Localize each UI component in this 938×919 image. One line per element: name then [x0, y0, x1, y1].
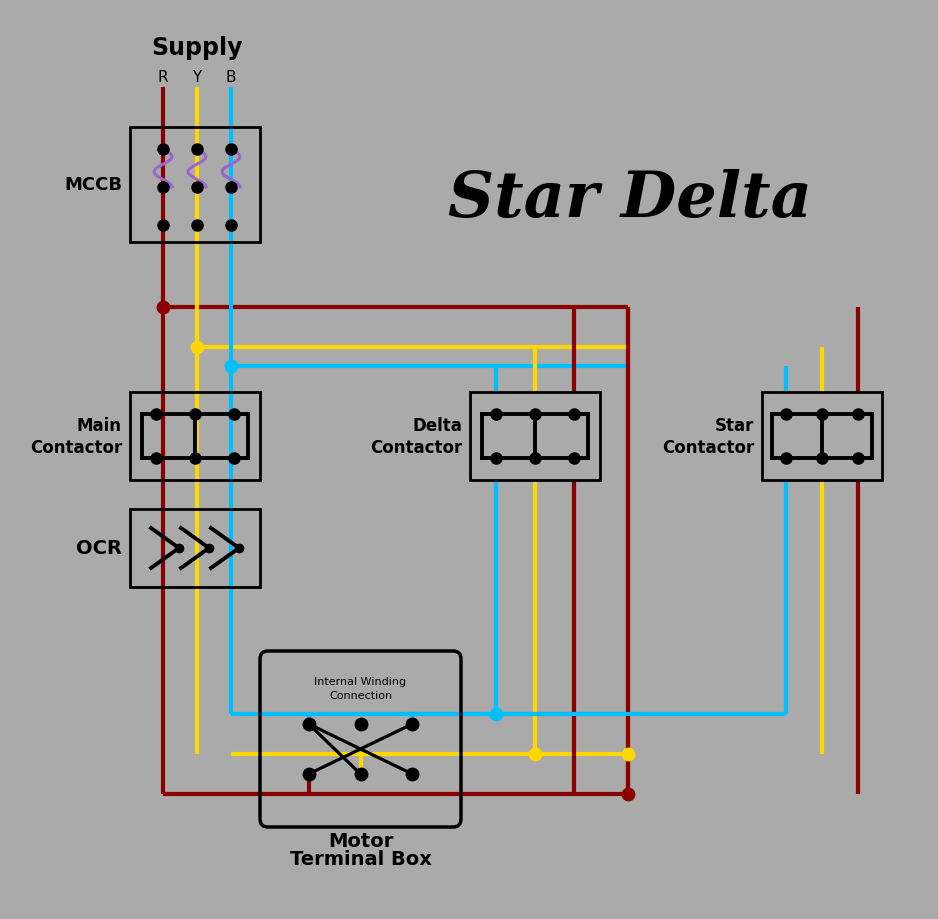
Text: Terminal Box: Terminal Box [290, 849, 431, 868]
Text: Star Delta: Star Delta [448, 169, 812, 231]
Text: Contactor: Contactor [661, 438, 754, 457]
Text: Contactor: Contactor [30, 438, 122, 457]
Bar [130, 128, 260, 243]
Bar [762, 392, 882, 481]
Text: Delta: Delta [412, 416, 462, 435]
Text: Connection: Connection [329, 690, 392, 700]
Bar [470, 392, 600, 481]
Text: Contactor: Contactor [370, 438, 462, 457]
Text: Main: Main [77, 416, 122, 435]
Text: OCR: OCR [76, 539, 122, 558]
Text: Internal Winding: Internal Winding [314, 676, 406, 686]
Text: Supply: Supply [151, 36, 243, 60]
Text: B: B [226, 71, 236, 85]
Bar [130, 392, 260, 481]
Text: Star: Star [715, 416, 754, 435]
Text: MCCB: MCCB [64, 176, 122, 194]
Text: Motor: Motor [327, 832, 393, 851]
Text: Y: Y [192, 71, 202, 85]
Text: R: R [158, 71, 168, 85]
Bar [130, 509, 260, 587]
